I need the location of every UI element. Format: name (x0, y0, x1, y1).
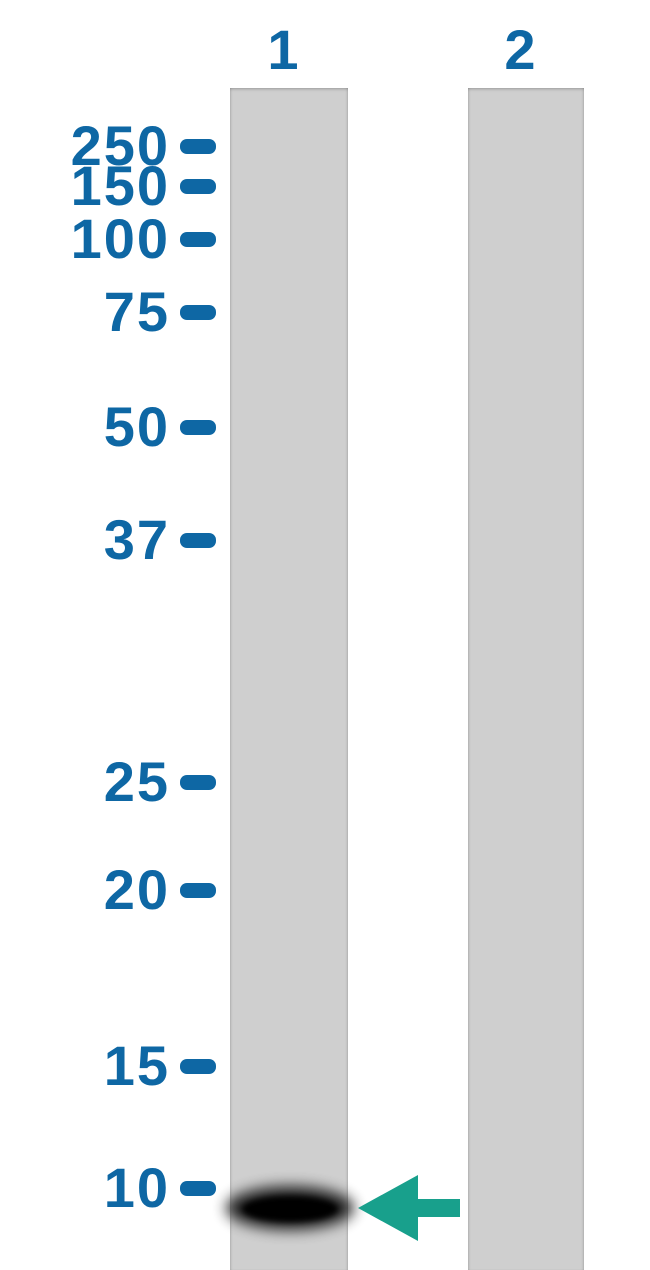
mw-marker-row-25: 25 (0, 750, 216, 814)
lane-1-label: 1 (267, 18, 299, 81)
mw-marker-row-100: 100 (0, 207, 216, 271)
mw-marker-label: 15 (103, 1034, 170, 1097)
mw-marker-tick (180, 304, 216, 320)
left-arrow-icon (358, 1175, 460, 1241)
mw-marker-label: 250 (70, 114, 170, 177)
mw-marker-tick (180, 774, 216, 790)
mw-marker-row-250: 250 (0, 114, 216, 178)
mw-marker-row-150: 150 (0, 154, 216, 218)
mw-marker-row-50: 50 (0, 395, 216, 459)
mw-marker-tick (180, 419, 216, 435)
mw-marker-label: 150 (70, 154, 170, 217)
mw-marker-row-15: 15 (0, 1034, 216, 1098)
mw-marker-tick (180, 882, 216, 898)
mw-marker-tick (180, 231, 216, 247)
mw-marker-label: 100 (70, 207, 170, 270)
lane-2-label: 2 (504, 18, 536, 81)
mw-marker-label: 10 (103, 1156, 170, 1219)
mw-marker-row-20: 20 (0, 858, 216, 922)
mw-marker-label: 25 (103, 750, 170, 813)
left-arrow-shape (358, 1175, 460, 1241)
mw-marker-label: 37 (103, 508, 170, 571)
mw-marker-row-37: 37 (0, 508, 216, 572)
mw-marker-label: 50 (103, 395, 170, 458)
mw-marker-row-10: 10 (0, 1156, 216, 1220)
mw-marker-tick (180, 1180, 216, 1196)
mw-marker-row-75: 75 (0, 280, 216, 344)
mw-marker-tick (180, 138, 216, 154)
protein-band-core (242, 1196, 338, 1222)
gel-lane-2 (468, 88, 584, 1270)
mw-marker-tick (180, 532, 216, 548)
mw-marker-label: 75 (103, 280, 170, 343)
mw-marker-label: 20 (103, 858, 170, 921)
mw-marker-tick (180, 1058, 216, 1074)
mw-marker-tick (180, 178, 216, 194)
gel-lane-1 (230, 88, 348, 1270)
